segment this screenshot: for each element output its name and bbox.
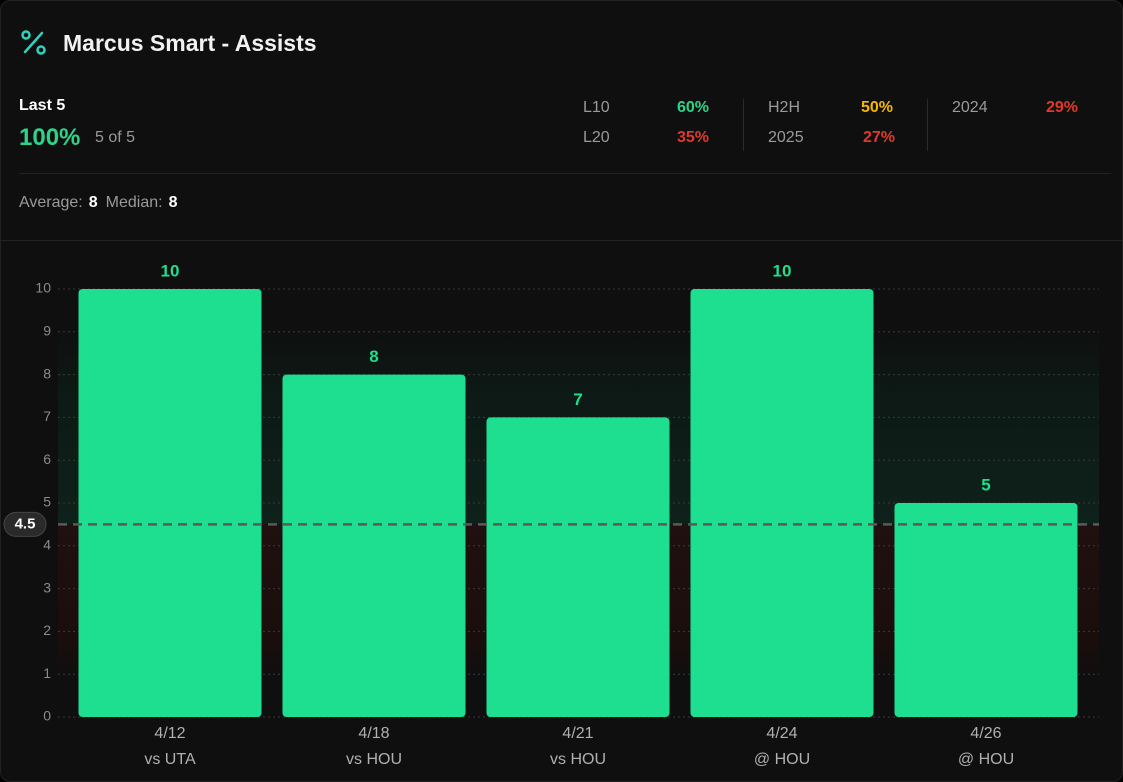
summary-label: Last 5 [19, 97, 66, 114]
y-tick-label: 8 [43, 365, 51, 381]
bar [894, 503, 1078, 717]
split-value: 29% [1046, 99, 1079, 116]
separator [743, 99, 744, 151]
bar [78, 289, 262, 717]
split-label: 2025 [768, 129, 804, 146]
separator [927, 99, 928, 151]
y-tick-label: 3 [43, 579, 51, 595]
value-label: 7 [573, 390, 582, 409]
stats-row: Average: 8 Median: 8 [19, 194, 185, 212]
y-tick-label: 6 [43, 451, 51, 467]
divider [19, 173, 1111, 174]
x-tick-label: 4/18 [358, 725, 389, 742]
y-tick-label: 9 [43, 323, 51, 339]
split-label: L10 [583, 99, 610, 116]
median-value: 8 [168, 194, 178, 211]
split-label: L20 [583, 129, 610, 146]
summary-pct: 100% [19, 124, 81, 151]
average-value: 8 [88, 194, 98, 211]
percent-icon [21, 30, 46, 55]
value-label: 5 [981, 475, 990, 494]
median-label: Median: [105, 194, 163, 211]
split-value: 35% [677, 129, 710, 146]
bar [282, 374, 466, 717]
divider [1, 240, 1122, 241]
y-tick-label: 2 [43, 622, 51, 638]
y-tick-label: 0 [43, 708, 51, 724]
value-label: 8 [369, 347, 378, 366]
x-tick-sublabel: vs HOU [346, 751, 402, 768]
y-tick-label: 4 [43, 537, 51, 553]
x-tick-label: 4/26 [970, 725, 1001, 742]
x-tick-sublabel: vs UTA [144, 751, 196, 768]
split-value: 27% [863, 129, 896, 146]
split-value: 50% [861, 99, 894, 116]
y-tick-label: 1 [43, 665, 51, 681]
average-label: Average: [19, 194, 83, 211]
value-label: 10 [773, 261, 792, 280]
x-tick-label: 4/12 [154, 725, 185, 742]
bar [690, 289, 874, 717]
y-tick-label: 5 [43, 494, 51, 510]
x-tick-label: 4/24 [766, 725, 797, 742]
split-label: 2024 [952, 99, 988, 116]
bar [486, 417, 670, 717]
x-tick-label: 4/21 [562, 725, 593, 742]
summary-count: 5 of 5 [95, 129, 136, 146]
x-tick-sublabel: @ HOU [754, 751, 810, 768]
x-tick-sublabel: @ HOU [958, 751, 1014, 768]
threshold-label: 4.5 [15, 515, 36, 532]
threshold-badge [3, 511, 47, 537]
y-tick-label: 10 [35, 280, 51, 296]
title: Marcus Smart - Assists [63, 30, 317, 56]
split-label: H2H [768, 99, 801, 116]
chart: 0 1 2 3 4 5 6 7 8 9 10 10 4/12 vs UTA 8 4/18 vs HOU 7 4/21… [3, 261, 1099, 768]
split-value: 60% [677, 99, 710, 116]
value-label: 10 [161, 261, 180, 280]
y-tick-label: 7 [43, 408, 51, 424]
x-tick-sublabel: vs HOU [550, 751, 606, 768]
